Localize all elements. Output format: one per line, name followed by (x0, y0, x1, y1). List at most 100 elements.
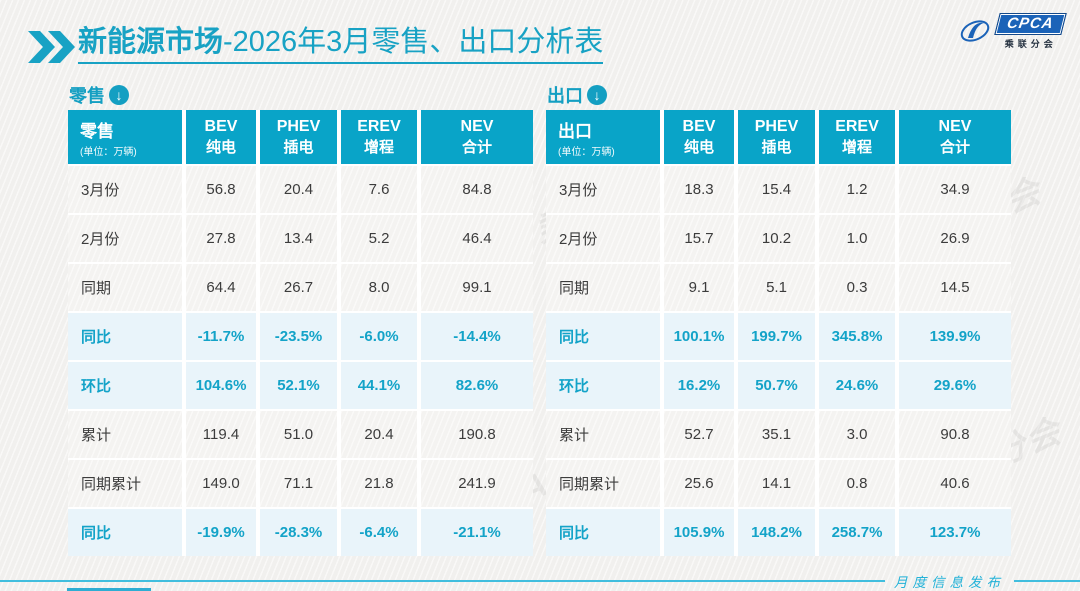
footer-line-left (0, 580, 885, 582)
value-cell: 139.9% (899, 313, 1011, 360)
value-cell: 16.2% (664, 362, 734, 409)
value-cell: 10.2 (738, 215, 815, 262)
value-cell: 104.6% (186, 362, 256, 409)
value-cell: 29.6% (899, 362, 1011, 409)
down-arrow-icon: ↓ (587, 85, 607, 105)
column-header-bev: BEV 纯电 (186, 110, 256, 164)
value-cell: 3.0 (819, 411, 895, 458)
value-cell: 7.6 (341, 166, 417, 213)
value-cell: 15.7 (664, 215, 734, 262)
row-label-cell: 同期 (68, 264, 182, 311)
value-cell: 90.8 (899, 411, 1011, 458)
column-header-phev: PHEV 插电 (738, 110, 815, 164)
row-label-cell: 3月份 (68, 166, 182, 213)
footer-accent-bar (67, 588, 151, 591)
table-corner-cell: 零售 (单位：万辆) (68, 110, 182, 164)
value-cell: 25.6 (664, 460, 734, 507)
value-cell: 26.9 (899, 215, 1011, 262)
value-cell: 21.8 (341, 460, 417, 507)
row-label-cell: 累计 (546, 411, 660, 458)
retail-table: 零售 (单位：万辆) BEV 纯电 PHEV 插电 EREV 增程 NEV 合计 3月份… (68, 110, 533, 556)
value-cell: -6.4% (341, 509, 417, 556)
cpca-logo: CPCA 乘联分会 (958, 13, 1067, 50)
value-cell: 56.8 (186, 166, 256, 213)
value-cell: 52.7 (664, 411, 734, 458)
row-label-cell: 同比 (546, 509, 660, 556)
value-cell: 46.4 (421, 215, 533, 262)
down-arrow-icon: ↓ (109, 85, 129, 105)
value-cell: 123.7% (899, 509, 1011, 556)
row-label-cell: 同期 (546, 264, 660, 311)
double-chevron-icon (28, 31, 75, 63)
value-cell: 26.7 (260, 264, 337, 311)
value-cell: 0.3 (819, 264, 895, 311)
value-cell: -6.0% (341, 313, 417, 360)
value-cell: 13.4 (260, 215, 337, 262)
page-title-highlight: 新能源市场 (78, 26, 224, 58)
value-cell: 5.1 (738, 264, 815, 311)
value-cell: 71.1 (260, 460, 337, 507)
row-label-cell: 累计 (68, 411, 182, 458)
column-header-erev: EREV 增程 (819, 110, 895, 164)
value-cell: 35.1 (738, 411, 815, 458)
row-label-cell: 环比 (68, 362, 182, 409)
value-cell: 9.1 (664, 264, 734, 311)
row-label-cell: 同期累计 (546, 460, 660, 507)
row-label-cell: 2月份 (546, 215, 660, 262)
value-cell: 105.9% (664, 509, 734, 556)
row-label-cell: 同比 (546, 313, 660, 360)
cpca-text: CPCA (1006, 15, 1056, 32)
page-title-rest: -2026年3月零售、出口分析表 (223, 26, 604, 58)
value-cell: 345.8% (819, 313, 895, 360)
value-cell: 190.8 (421, 411, 533, 458)
value-cell: 99.1 (421, 264, 533, 311)
value-cell: 199.7% (738, 313, 815, 360)
value-cell: 15.4 (738, 166, 815, 213)
corner-unit: (单位：万辆) (80, 146, 137, 158)
value-cell: 1.0 (819, 215, 895, 262)
corner-unit: (单位：万辆) (558, 146, 615, 158)
column-header-nev: NEV 合计 (421, 110, 533, 164)
cpca-swoosh-icon (961, 19, 990, 42)
value-cell: 8.0 (341, 264, 417, 311)
value-cell: 0.8 (819, 460, 895, 507)
retail-section-header: 零售 ↓ (69, 82, 129, 108)
retail-section-label: 零售 (69, 86, 105, 106)
value-cell: 119.4 (186, 411, 256, 458)
value-cell: -11.7% (186, 313, 256, 360)
row-label-cell: 同比 (68, 509, 182, 556)
value-cell: -23.5% (260, 313, 337, 360)
row-label-cell: 环比 (546, 362, 660, 409)
value-cell: 5.2 (341, 215, 417, 262)
row-label-cell: 同期累计 (68, 460, 182, 507)
value-cell: 82.6% (421, 362, 533, 409)
value-cell: 14.1 (738, 460, 815, 507)
value-cell: 1.2 (819, 166, 895, 213)
value-cell: -21.1% (421, 509, 533, 556)
value-cell: 14.5 (899, 264, 1011, 311)
export-section-header: 出口 ↓ (547, 82, 607, 108)
value-cell: 149.0 (186, 460, 256, 507)
row-label-cell: 2月份 (68, 215, 182, 262)
value-cell: -28.3% (260, 509, 337, 556)
value-cell: 18.3 (664, 166, 734, 213)
value-cell: 51.0 (260, 411, 337, 458)
column-header-bev: BEV 纯电 (664, 110, 734, 164)
page-title: 新能源市场-2026年3月零售、出口分析表 (78, 24, 604, 65)
value-cell: 241.9 (421, 460, 533, 507)
value-cell: 52.1% (260, 362, 337, 409)
value-cell: 84.8 (421, 166, 533, 213)
footer-line-right (1014, 580, 1080, 582)
column-header-erev: EREV 增程 (341, 110, 417, 164)
footer: 月度信息发布 (0, 573, 1080, 591)
value-cell: 20.4 (260, 166, 337, 213)
value-cell: 100.1% (664, 313, 734, 360)
corner-title: 出口 (558, 121, 592, 141)
value-cell: 20.4 (341, 411, 417, 458)
value-cell: 258.7% (819, 509, 895, 556)
row-label-cell: 同比 (68, 313, 182, 360)
table-corner-cell: 出口 (单位：万辆) (546, 110, 660, 164)
value-cell: -14.4% (421, 313, 533, 360)
value-cell: 34.9 (899, 166, 1011, 213)
